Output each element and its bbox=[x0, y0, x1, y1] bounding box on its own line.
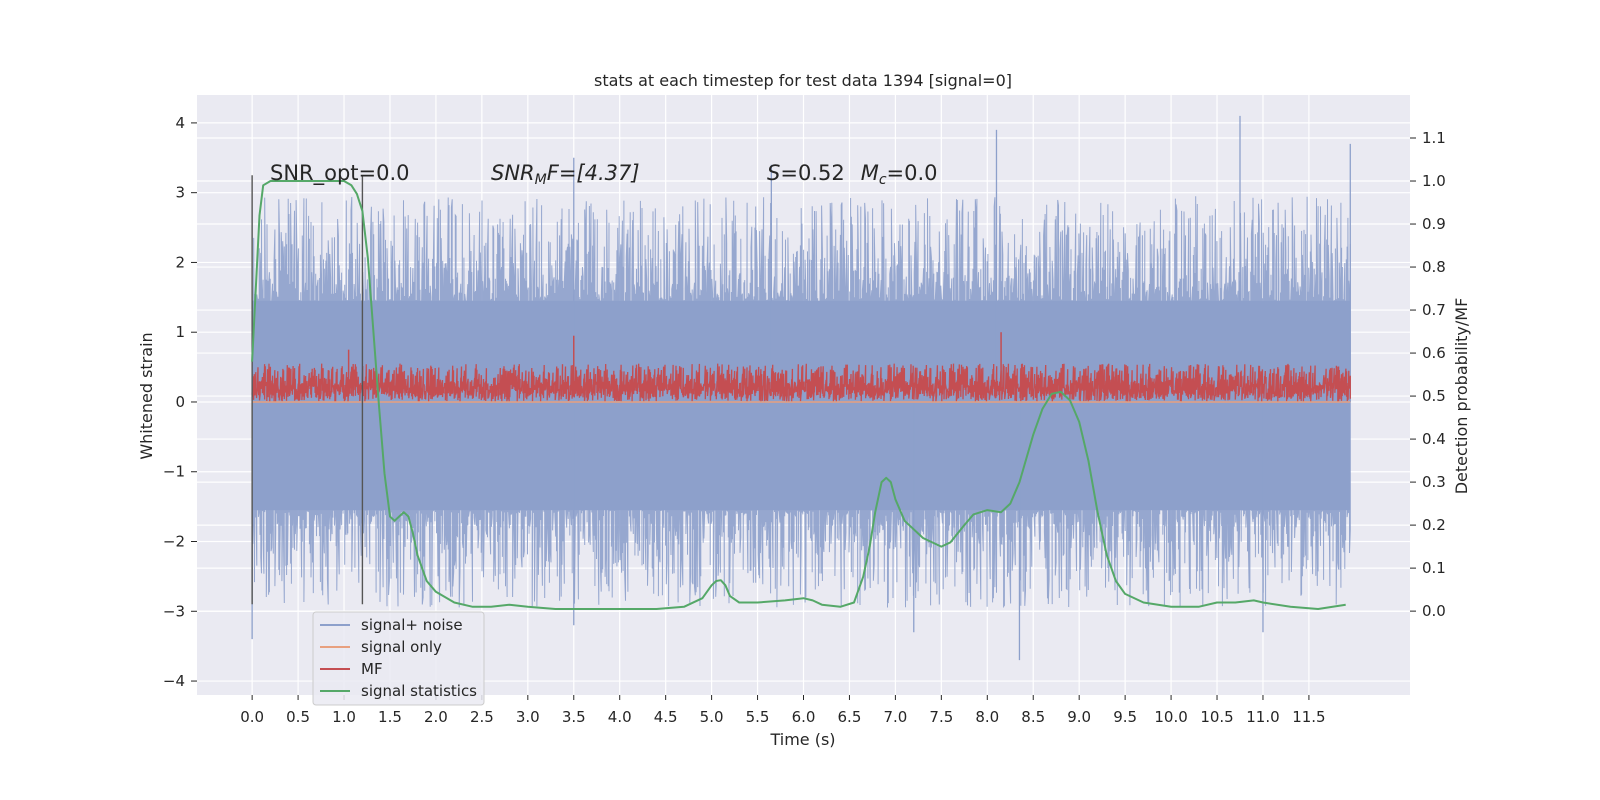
vertical-markers bbox=[251, 175, 364, 605]
series-signal-noise bbox=[251, 115, 1351, 661]
annotation-snr-mf: SNRMF=[4.37] bbox=[491, 161, 640, 188]
x-tick-label: 4.5 bbox=[654, 708, 678, 726]
y2-tick-label: 0.8 bbox=[1422, 258, 1446, 276]
mc-prefix: M bbox=[861, 161, 879, 185]
x-tick-label: 2.0 bbox=[424, 708, 448, 726]
y2-tick-label: 0.3 bbox=[1422, 473, 1446, 491]
y2-tick-label: 1.1 bbox=[1422, 129, 1446, 147]
y2-tick-label: 0.7 bbox=[1422, 301, 1446, 319]
y-axis-label: Whitened strain bbox=[137, 332, 156, 459]
x-axis-ticks: 0.0 0.5 1.0 1.5 2.0 2.5 3.0 3.5 4.0 4.5 5.0 5.5 6.0 6… bbox=[240, 695, 1326, 726]
y-tick-label: −4 bbox=[163, 672, 185, 690]
x-axis-label: Time (s) bbox=[769, 730, 835, 749]
x-tick-label: 9.5 bbox=[1113, 708, 1137, 726]
y-tick-label: 2 bbox=[175, 253, 185, 271]
x-tick-label: 1.0 bbox=[332, 708, 356, 726]
x-tick-label: 9.0 bbox=[1067, 708, 1091, 726]
x-tick-label: 8.5 bbox=[1021, 708, 1045, 726]
series-signal-statistics bbox=[251, 180, 1346, 610]
y2-axis-ticks: 1.1 1.0 0.9 0.8 0.7 0.6 0.5 0.4 0.3 0.2 0.1 0.0 bbox=[1410, 129, 1446, 620]
legend-label-mf: MF bbox=[361, 660, 383, 678]
x-tick-label: 5.0 bbox=[700, 708, 724, 726]
snr-mf-sub: M bbox=[535, 172, 547, 188]
x-tick-label: 7.0 bbox=[883, 708, 907, 726]
series-mf bbox=[251, 332, 1351, 403]
signal-statistics-line bbox=[251, 180, 1346, 610]
s-prefix: S bbox=[767, 161, 780, 185]
x-tick-label: 4.0 bbox=[608, 708, 632, 726]
legend-box bbox=[312, 611, 485, 706]
x-tick-label: 2.5 bbox=[470, 708, 494, 726]
legend: signal+ noise signal only MF signal stat… bbox=[312, 611, 485, 706]
x-tick-label: 3.5 bbox=[562, 708, 586, 726]
y2-tick-label: 0.0 bbox=[1422, 602, 1446, 620]
x-tick-label: 6.5 bbox=[838, 708, 862, 726]
y2-tick-label: 0.5 bbox=[1422, 387, 1446, 405]
s-value: =0.52 bbox=[780, 161, 844, 185]
y2-tick-label: 0.1 bbox=[1422, 559, 1446, 577]
y2-tick-label: 0.6 bbox=[1422, 344, 1446, 362]
x-tick-label: 0.5 bbox=[286, 708, 310, 726]
x-tick-label: 11.5 bbox=[1292, 708, 1325, 726]
x-tick-label: 10.5 bbox=[1200, 708, 1233, 726]
y-tick-label: 3 bbox=[175, 184, 185, 202]
x-tick-label: 0.0 bbox=[240, 708, 264, 726]
mf-trace bbox=[251, 363, 1351, 403]
x-tick-label: 8.0 bbox=[975, 708, 999, 726]
x-tick-label: 7.5 bbox=[929, 708, 953, 726]
annotation-s-mc: S=0.52 Mc=0.0 bbox=[767, 161, 938, 188]
chart-title: stats at each timestep for test data 139… bbox=[594, 71, 1012, 90]
annotation-snr-opt: SNR_opt=0.0 bbox=[270, 161, 410, 186]
x-tick-label: 6.0 bbox=[792, 708, 816, 726]
x-tick-label: 3.0 bbox=[516, 708, 540, 726]
mc-value: =0.0 bbox=[887, 161, 938, 185]
mc-sub: c bbox=[879, 172, 887, 188]
y-tick-label: 4 bbox=[175, 114, 185, 132]
y2-tick-label: 0.4 bbox=[1422, 430, 1446, 448]
x-tick-label: 1.5 bbox=[378, 708, 402, 726]
snr-mf-prefix: SNR bbox=[491, 161, 535, 185]
y-tick-label: −3 bbox=[163, 602, 185, 620]
legend-label-signal-only: signal only bbox=[361, 638, 442, 656]
y-tick-label: −2 bbox=[163, 533, 185, 551]
y2-tick-label: 1.0 bbox=[1422, 172, 1446, 190]
y-tick-label: 1 bbox=[175, 323, 185, 341]
y2-tick-label: 0.2 bbox=[1422, 516, 1446, 534]
y-axis-ticks: 4 3 2 1 0 −1 −2 −3 −4 bbox=[163, 114, 197, 690]
y-tick-label: 0 bbox=[175, 393, 185, 411]
y2-axis-label: Detection probability/MF bbox=[1452, 298, 1471, 495]
y-tick-label: −1 bbox=[163, 463, 185, 481]
y2-tick-label: 0.9 bbox=[1422, 215, 1446, 233]
x-tick-label: 5.5 bbox=[746, 708, 770, 726]
x-tick-label: 10.0 bbox=[1154, 708, 1187, 726]
legend-label-signal-statistics: signal statistics bbox=[361, 682, 477, 700]
x-tick-label: 11.0 bbox=[1246, 708, 1279, 726]
snr-mf-suffix: F=[4.37] bbox=[547, 161, 640, 185]
legend-label-signal-noise: signal+ noise bbox=[361, 616, 463, 634]
